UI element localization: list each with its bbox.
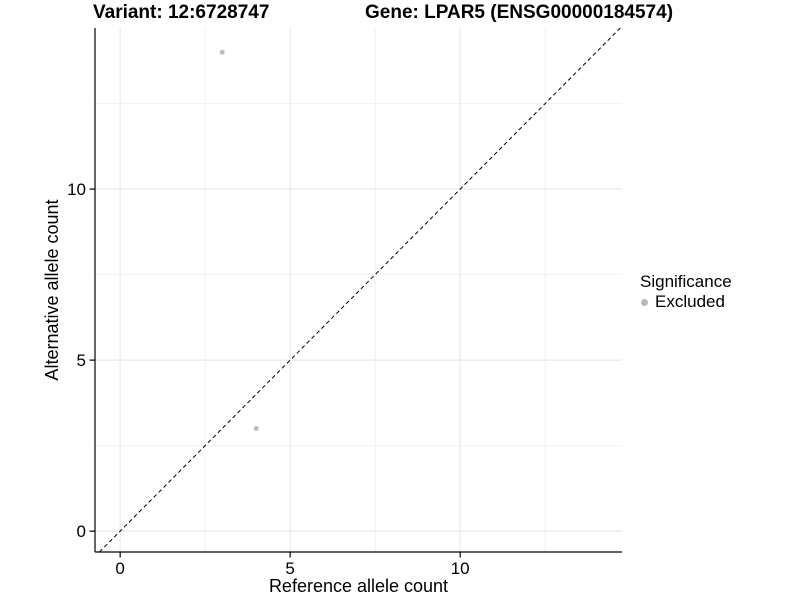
x-tick-label: 10 [451, 559, 470, 578]
legend-entry-excluded: Excluded [640, 292, 732, 312]
x-tick-label: 0 [115, 559, 124, 578]
data-point [253, 426, 259, 432]
data-point [219, 49, 225, 55]
plot-title-gene: Gene: LPAR5 (ENSG00000184574) [365, 2, 674, 23]
y-tick-label: 5 [77, 351, 86, 370]
legend-entry-label: Excluded [655, 292, 725, 311]
y-tick-label: 10 [67, 180, 86, 199]
x-axis-title: Reference allele count [268, 576, 449, 596]
y-tick-label: 0 [77, 522, 86, 541]
legend: Significance Excluded [640, 272, 732, 312]
y-axis-title: Alternative allele count [42, 199, 62, 381]
identity-line [99, 27, 621, 553]
legend-key-dot-icon [641, 298, 648, 306]
plot-title-variant: Variant: 12:6728747 [93, 2, 270, 23]
legend-title: Significance [640, 272, 732, 291]
x-tick-label: 5 [285, 559, 294, 578]
